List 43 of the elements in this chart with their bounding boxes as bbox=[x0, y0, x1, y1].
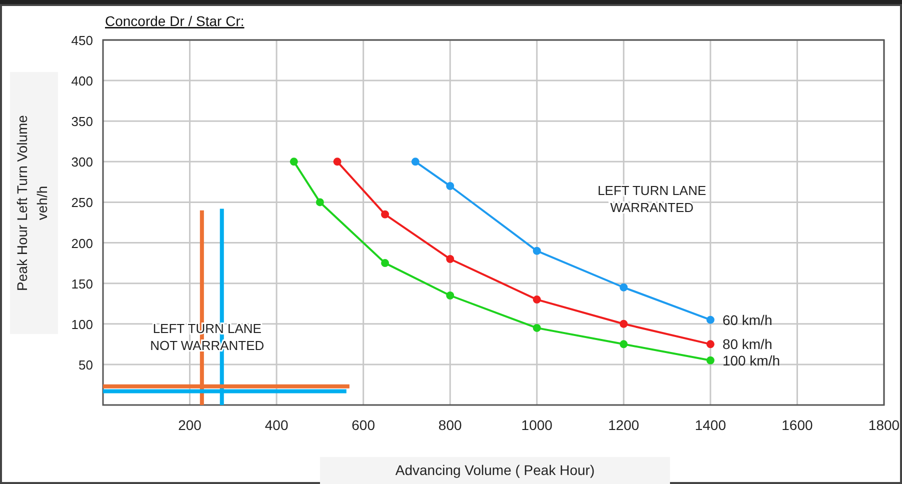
point bbox=[706, 316, 714, 324]
point bbox=[333, 158, 342, 166]
point bbox=[446, 182, 454, 190]
point bbox=[316, 198, 324, 206]
y-tick-label: 250 bbox=[71, 195, 93, 210]
x-tick-label: 1200 bbox=[608, 417, 640, 433]
point bbox=[411, 158, 420, 166]
point bbox=[706, 340, 714, 348]
point bbox=[620, 340, 628, 348]
point bbox=[532, 324, 541, 332]
y-tick-label: 400 bbox=[71, 74, 93, 89]
y-tick-label: 150 bbox=[71, 276, 93, 292]
point bbox=[620, 283, 628, 292]
y-tick-label: 50 bbox=[78, 357, 93, 372]
point bbox=[446, 292, 454, 300]
point bbox=[532, 296, 541, 304]
x-tick-label: 200 bbox=[178, 417, 202, 433]
point bbox=[620, 320, 628, 328]
point bbox=[381, 210, 390, 218]
x-tick-label: 800 bbox=[438, 417, 462, 433]
series-label: 100 km/h bbox=[722, 352, 780, 368]
series-label: 80 km/h bbox=[722, 336, 772, 352]
x-tick-label: 1000 bbox=[521, 417, 553, 433]
x-tick-label: 1800 bbox=[868, 417, 900, 433]
y-tick-label: 300 bbox=[71, 154, 93, 170]
point bbox=[446, 255, 454, 263]
y-tick-label: 200 bbox=[71, 236, 93, 251]
point bbox=[381, 259, 390, 268]
series-label: 60 km/h bbox=[722, 312, 772, 328]
y-tick-label: 100 bbox=[71, 316, 93, 332]
y-tick-label: 450 bbox=[71, 33, 93, 48]
x-tick-label: 1600 bbox=[782, 417, 814, 433]
point bbox=[706, 356, 714, 364]
y-axis-title: Peak Hour Left Turn Volume veh/h bbox=[14, 114, 50, 291]
x-tick-label: 400 bbox=[264, 417, 288, 433]
chart-title: Concorde Dr / Star Cr: bbox=[105, 13, 244, 29]
point bbox=[290, 158, 298, 166]
x-axis-title: Advancing Volume ( Peak Hour) bbox=[395, 462, 595, 478]
x-tick-label: 600 bbox=[352, 417, 376, 433]
y-tick-label: 350 bbox=[71, 114, 93, 130]
annotation: LEFT TURN LANE WARRANTED bbox=[598, 183, 706, 216]
x-tick-label: 1400 bbox=[694, 417, 726, 433]
point bbox=[532, 246, 541, 255]
